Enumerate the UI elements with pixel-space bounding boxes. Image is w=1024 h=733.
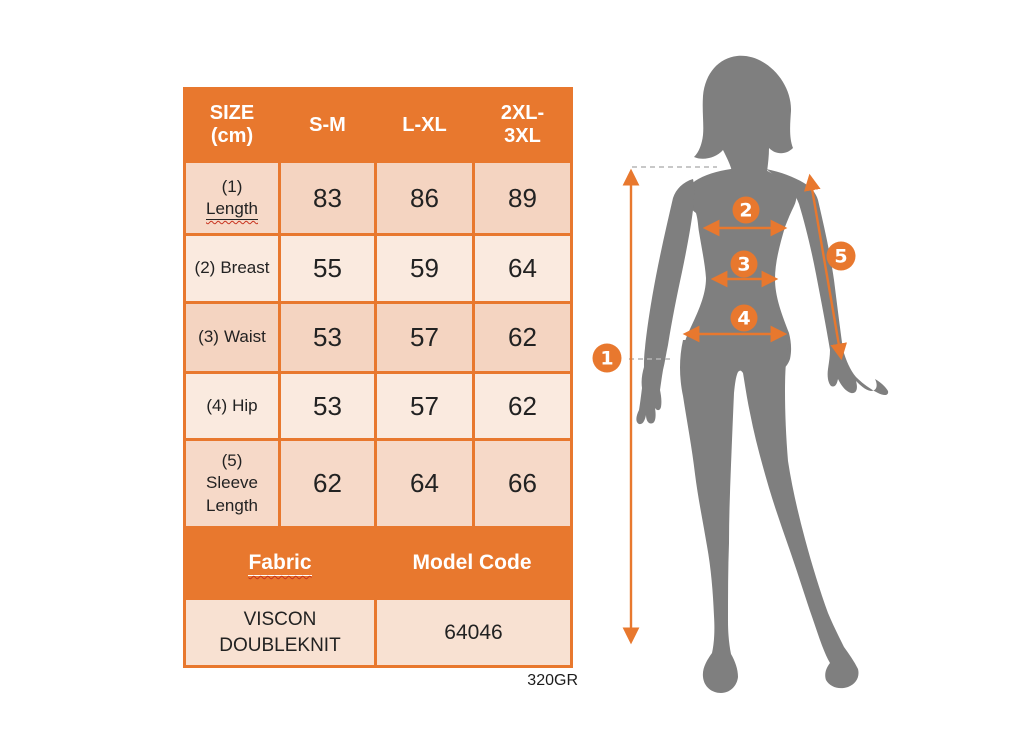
row-hip-word: Hip [232, 395, 258, 415]
badge-1-number: 1 [600, 348, 613, 370]
row-length-num: (1) [221, 176, 243, 196]
badge-5-number: 5 [834, 246, 847, 268]
fabric-value-cell: VISCON DOUBLEKNIT [186, 600, 374, 665]
header-col-sm-label: S-M [309, 113, 346, 136]
value-length-lxl: 86 [377, 163, 472, 233]
row-waist-label: (3) Waist [186, 304, 278, 371]
row-sleeve-word: Sleeve Length [206, 473, 258, 515]
badge-2: 2 [732, 196, 760, 224]
model-code-header: Model Code [374, 551, 570, 575]
model-code-value-cell: 64046 [377, 600, 570, 665]
fabric-header-wrap: Fabric [248, 551, 312, 576]
value-breast-2xl: 64 [475, 236, 570, 301]
badge-1-circle [592, 343, 622, 373]
row-breast-num: (2) [194, 258, 216, 278]
value-waist-lxl: 57 [377, 304, 472, 371]
fabric-model-header-band: Fabric Model Code [186, 529, 570, 597]
row-hip-num: (4) [206, 395, 228, 415]
header-col-2xl-line1: 2XL- [500, 102, 545, 124]
header-size-line2: (cm) [210, 125, 254, 147]
female-body-silhouette [636, 55, 889, 693]
row-waist-word: Waist [223, 327, 266, 347]
value-sleeve-lxl: 64 [377, 441, 472, 526]
silhouette-left-arm [636, 179, 695, 425]
badge-1: 1 [592, 343, 622, 373]
badge-4: 4 [730, 304, 758, 332]
header-col-2xl-line2: 3XL [504, 125, 541, 147]
header-col-2xl3xl: 2XL- 3XL [475, 90, 570, 160]
row-hip-label: (4) Hip [186, 374, 278, 438]
row-breast-label: (2) Breast [186, 236, 278, 301]
badge-3-number: 3 [737, 254, 750, 276]
badge-3-circle [730, 250, 758, 278]
weight-note: 320GR [527, 672, 578, 689]
fabric-header-label: Fabric [248, 551, 312, 576]
row-length-word: Length [206, 199, 258, 220]
row-breast-word: Breast [220, 258, 270, 278]
fabric-header: Fabric [186, 551, 374, 576]
badge-2-circle [732, 196, 760, 224]
measurement-arrow-5-sleeve [804, 173, 847, 361]
silhouette-legs [680, 340, 859, 693]
model-code-header-label: Model Code [412, 551, 532, 574]
value-hip-lxl: 57 [377, 374, 472, 438]
row-waist-num: (3) [198, 327, 219, 347]
badge-3: 3 [730, 250, 758, 278]
silhouette-head [694, 55, 793, 172]
row-sleeve-num: (5) [221, 451, 243, 471]
header-col-lxl: L-XL [377, 90, 472, 160]
header-col-sm: S-M [281, 90, 374, 160]
badge-5: 5 [826, 241, 856, 271]
value-length-sm: 83 [281, 163, 374, 233]
header-size-cell: SIZE (cm) [186, 90, 278, 160]
badge-4-circle [730, 304, 758, 332]
badge-4-number: 4 [737, 308, 750, 330]
badge-2-number: 2 [739, 200, 752, 222]
value-waist-sm: 53 [281, 304, 374, 371]
value-breast-lxl: 59 [377, 236, 472, 301]
value-breast-sm: 55 [281, 236, 374, 301]
value-sleeve-sm: 62 [281, 441, 374, 526]
size-chart-table: SIZE (cm) S-M L-XL 2XL- 3XL (1) Length 8… [183, 87, 573, 668]
fabric-value-text: VISCON DOUBLEKNIT [219, 608, 341, 656]
header-col-lxl-label: L-XL [402, 113, 447, 136]
row-sleeve-label: (5) Sleeve Length [186, 441, 278, 526]
value-sleeve-2xl: 66 [475, 441, 570, 526]
value-hip-sm: 53 [281, 374, 374, 438]
row-length-word-wrap: Length [206, 198, 258, 220]
value-length-2xl: 89 [475, 163, 570, 233]
value-hip-2xl: 62 [475, 374, 570, 438]
header-size-line1: SIZE [209, 102, 255, 124]
value-waist-2xl: 62 [475, 304, 570, 371]
badge-5-circle [826, 241, 856, 271]
row-length-label: (1) Length [186, 163, 278, 233]
